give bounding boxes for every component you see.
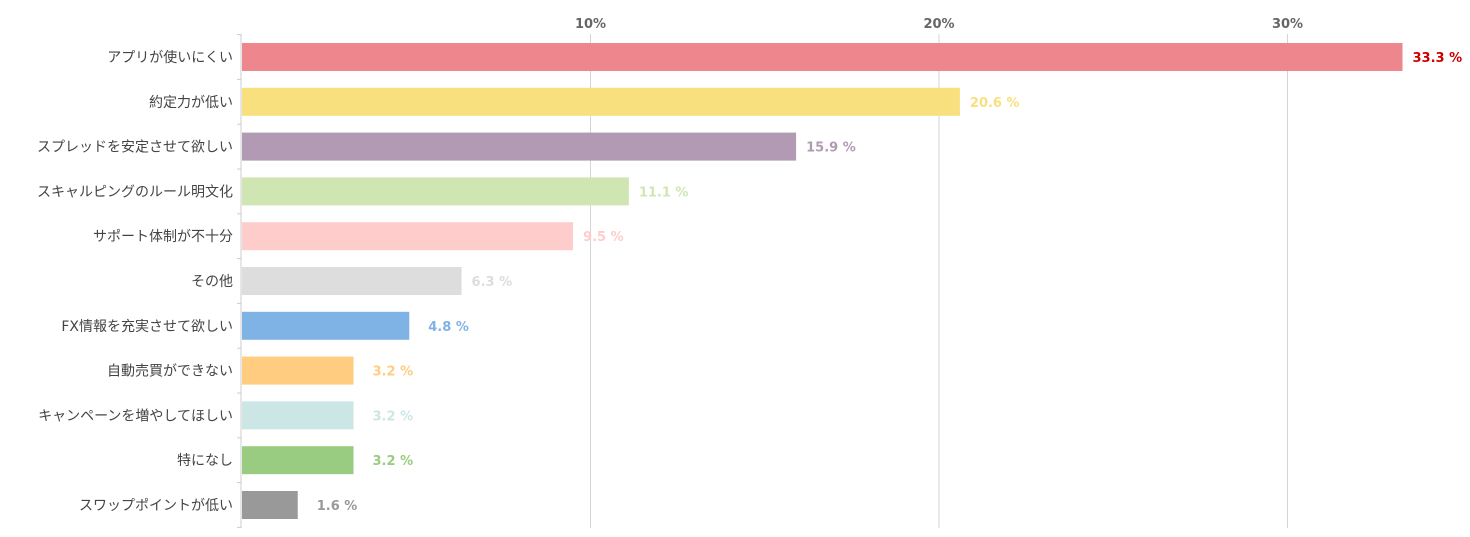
category-label: 約定力が低い (149, 95, 233, 111)
category-label: アプリが使いにくい (107, 49, 233, 66)
data-label: 3.2 % (373, 365, 414, 380)
data-label: 3.2 % (373, 409, 414, 424)
axis-layer: 10% 20% 30% (237, 17, 1303, 528)
bar[interactable] (242, 311, 410, 340)
category-label: キャンペーンを増やしてほしい (38, 408, 233, 424)
data-label: 3.2 % (373, 454, 414, 469)
grid-layer (590, 34, 1288, 528)
data-label: 6.3 % (472, 275, 513, 290)
data-label: 11.1 % (639, 185, 689, 200)
category-label: スプレッドを安定させて欲しい (37, 140, 233, 156)
label-layer: アプリが使いにくい 33.3 % 約定力が低い 20.6 % スプレッドを安定させて欲し… (37, 49, 1462, 514)
bar[interactable] (242, 401, 354, 430)
bar[interactable] (242, 132, 797, 161)
category-label: FX情報を充実させて欲しい (61, 319, 233, 335)
category-label: スワップポイントが低い (79, 498, 233, 514)
data-label: 15.9 % (806, 141, 856, 156)
bar[interactable] (242, 356, 354, 385)
bar[interactable] (242, 87, 960, 116)
category-label: スキャルピングのルール明文化 (37, 184, 233, 200)
bar[interactable] (242, 43, 1403, 71)
bar[interactable] (242, 267, 462, 295)
category-label: 自動売買ができない (107, 364, 233, 380)
x-tick-label: 30% (1272, 17, 1303, 32)
category-label: その他 (191, 274, 233, 290)
bar-layer (242, 43, 1403, 519)
x-tick-label: 20% (923, 17, 954, 32)
data-label: 20.6 % (970, 96, 1020, 111)
bar[interactable] (242, 177, 629, 206)
category-label: 特になし (177, 453, 233, 469)
data-label: 9.5 % (583, 230, 624, 245)
data-label: 33.3 % (1413, 51, 1463, 66)
bar[interactable] (242, 222, 574, 251)
bar[interactable] (242, 446, 354, 475)
data-label: 4.8 % (428, 320, 469, 335)
x-tick-label: 10% (575, 17, 606, 32)
data-label: 1.6 % (317, 499, 358, 514)
bar[interactable] (242, 491, 298, 519)
category-label: サポート体制が不十分 (93, 229, 233, 245)
